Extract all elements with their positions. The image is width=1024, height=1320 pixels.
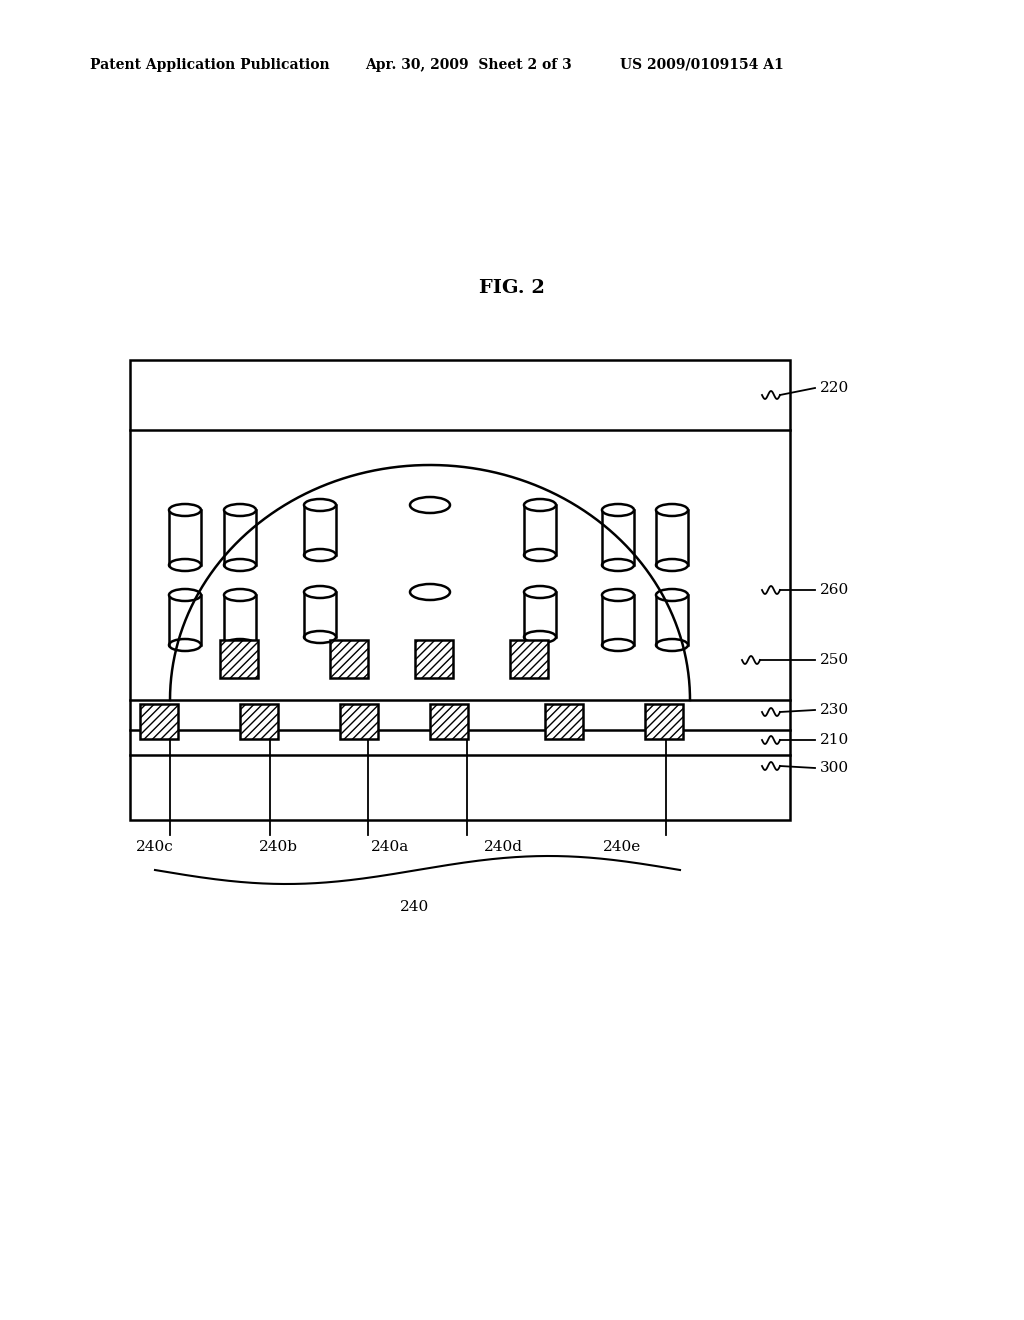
Bar [645, 704, 683, 739]
Ellipse shape [304, 586, 336, 598]
Bar [240, 704, 278, 739]
Ellipse shape [656, 639, 688, 651]
Text: Apr. 30, 2009  Sheet 2 of 3: Apr. 30, 2009 Sheet 2 of 3 [365, 58, 571, 73]
Ellipse shape [169, 639, 201, 651]
Ellipse shape [224, 639, 256, 651]
Bar [304, 591, 336, 638]
Ellipse shape [656, 504, 688, 516]
Text: 240: 240 [400, 900, 430, 913]
Text: 240b: 240b [258, 840, 298, 854]
Ellipse shape [304, 631, 336, 643]
Bar [656, 510, 688, 565]
Bar [304, 506, 336, 554]
Text: US 2009/0109154 A1: US 2009/0109154 A1 [620, 58, 783, 73]
Bar [602, 595, 634, 645]
Ellipse shape [169, 558, 201, 572]
Text: FIG. 2: FIG. 2 [479, 279, 545, 297]
Ellipse shape [169, 504, 201, 516]
Text: 240c: 240c [136, 840, 174, 854]
Bar [602, 510, 634, 565]
Bar [545, 704, 583, 739]
Bar [430, 704, 468, 739]
Text: 260: 260 [820, 583, 849, 597]
Ellipse shape [224, 558, 256, 572]
Ellipse shape [169, 589, 201, 601]
Text: 230: 230 [820, 704, 849, 717]
Bar [656, 595, 688, 645]
Ellipse shape [410, 583, 450, 601]
Bar [169, 595, 201, 645]
Ellipse shape [656, 558, 688, 572]
Ellipse shape [524, 499, 556, 511]
Text: 240d: 240d [483, 840, 522, 854]
Ellipse shape [656, 589, 688, 601]
Bar [169, 510, 201, 565]
Text: 300: 300 [820, 762, 849, 775]
Bar [140, 704, 178, 739]
Bar [524, 506, 556, 554]
Ellipse shape [224, 589, 256, 601]
Bar [510, 640, 548, 678]
Bar [224, 510, 256, 565]
Text: 240e: 240e [603, 840, 641, 854]
Ellipse shape [304, 499, 336, 511]
Ellipse shape [524, 586, 556, 598]
Text: 240a: 240a [371, 840, 410, 854]
Text: 250: 250 [820, 653, 849, 667]
Bar [340, 704, 378, 739]
Ellipse shape [602, 589, 634, 601]
Ellipse shape [602, 558, 634, 572]
Ellipse shape [304, 549, 336, 561]
Ellipse shape [524, 631, 556, 643]
Ellipse shape [524, 549, 556, 561]
Bar [220, 640, 258, 678]
Ellipse shape [602, 639, 634, 651]
Bar [524, 591, 556, 638]
Bar [415, 640, 453, 678]
Text: 220: 220 [820, 381, 849, 395]
Bar [130, 360, 790, 820]
Bar [224, 595, 256, 645]
Text: Patent Application Publication: Patent Application Publication [90, 58, 330, 73]
Ellipse shape [410, 498, 450, 513]
Ellipse shape [224, 504, 256, 516]
Ellipse shape [602, 504, 634, 516]
Text: 210: 210 [820, 733, 849, 747]
Bar [330, 640, 368, 678]
